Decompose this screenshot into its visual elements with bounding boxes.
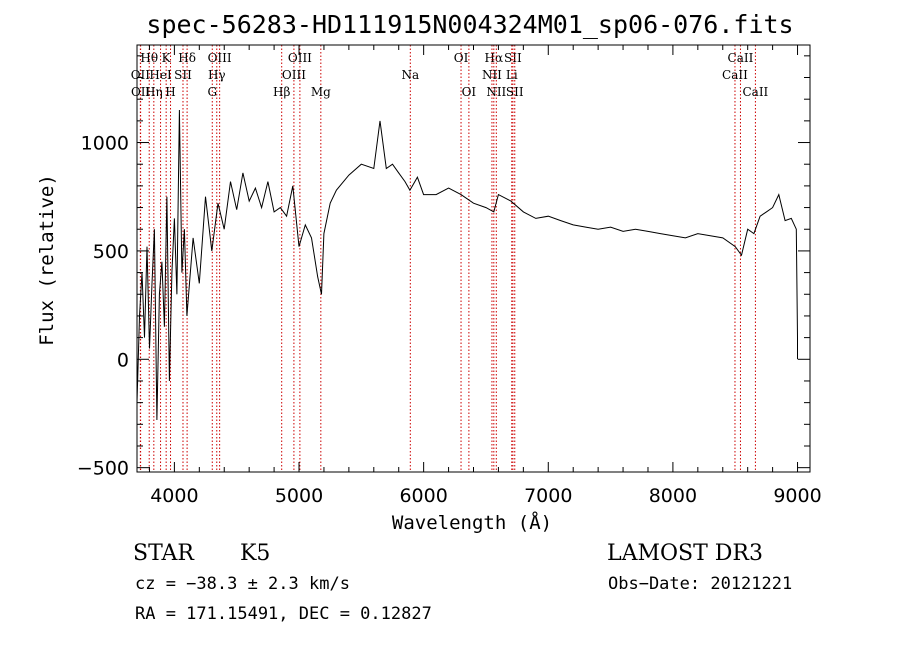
spectral-line-label: Hθ: [140, 51, 158, 65]
spectral-line-label: OII: [131, 68, 151, 82]
y-tick-label: 1000: [81, 133, 129, 155]
spectral-line-label: OI: [454, 51, 469, 65]
y-tick-label: 500: [93, 241, 129, 263]
object-subclass: K5: [240, 541, 270, 566]
spectral-line-label: NII: [482, 68, 502, 82]
axes: 4000 5000 6000 7000 8000 9000 −500 0 500 1000: [77, 45, 822, 507]
x-tick-label: 4000: [150, 485, 198, 507]
spectral-line-label: SII: [174, 68, 192, 82]
spectral-line-label: Hγ: [208, 68, 226, 82]
spectral-line-label: SII: [504, 51, 522, 65]
survey-name: LAMOST DR3: [607, 541, 763, 566]
redshift-velocity: cz = −38.3 ± 2.3 km/s: [135, 574, 350, 594]
spectral-line-label: OIII: [288, 51, 312, 65]
x-tick-label: 7000: [524, 485, 572, 507]
spectral-line-label: SII: [506, 85, 524, 99]
spectral-line-label: CaII: [722, 68, 748, 82]
x-tick-label: 5000: [275, 485, 323, 507]
spectral-line-label: OIII: [208, 51, 232, 65]
spectral-line-label: Hα: [485, 51, 504, 65]
spectrum-series: [136, 109, 798, 421]
observation-date: Obs−Date: 20121221: [608, 574, 792, 594]
spectral-line-label: Na: [401, 68, 419, 82]
spectrum-line: [136, 109, 798, 421]
x-tick-label: 8000: [649, 485, 697, 507]
spectral-line-label: NII: [486, 85, 506, 99]
spectral-line-label: OII: [131, 85, 151, 99]
spectral-line-label: Hβ: [273, 85, 290, 99]
spectral-line-label: G: [207, 85, 217, 99]
coordinates: RA = 171.15491, DEC = 0.12827: [135, 604, 432, 624]
x-axis-label: Wavelength (Å): [392, 511, 552, 534]
spectral-line-label: CaII: [742, 85, 768, 99]
spectral-line-label: Mg: [311, 85, 331, 99]
spectral-line-label: OIII: [282, 68, 306, 82]
y-tick-label: −500: [77, 458, 129, 480]
spectral-line-label: Hδ: [178, 51, 196, 65]
spectral-line-label: Hη: [145, 85, 163, 99]
y-axis-label: Flux (relative): [36, 174, 58, 346]
plot-frame: [136, 44, 811, 473]
spectral-line-label: K: [162, 51, 172, 65]
spectral-line-label: OI: [462, 85, 477, 99]
chart-title: spec-56283-HD111915N004324M01_sp06-076.f…: [146, 10, 793, 39]
x-tick-label: 6000: [399, 485, 447, 507]
y-tick-label: 0: [117, 349, 129, 371]
spectral-line-markers: Hθ OII OII K HeI Hη H Hδ SII OIII Hγ G Hβ OIII OIII Mg N…: [131, 45, 769, 472]
spectral-line-label: H: [165, 85, 175, 99]
spectral-line-label: Li: [506, 68, 518, 82]
object-class: STAR: [133, 541, 195, 566]
spectral-line-label: HeI: [149, 68, 172, 82]
spectral-line-label: CaII: [728, 51, 754, 65]
x-tick-label: 9000: [773, 485, 821, 507]
